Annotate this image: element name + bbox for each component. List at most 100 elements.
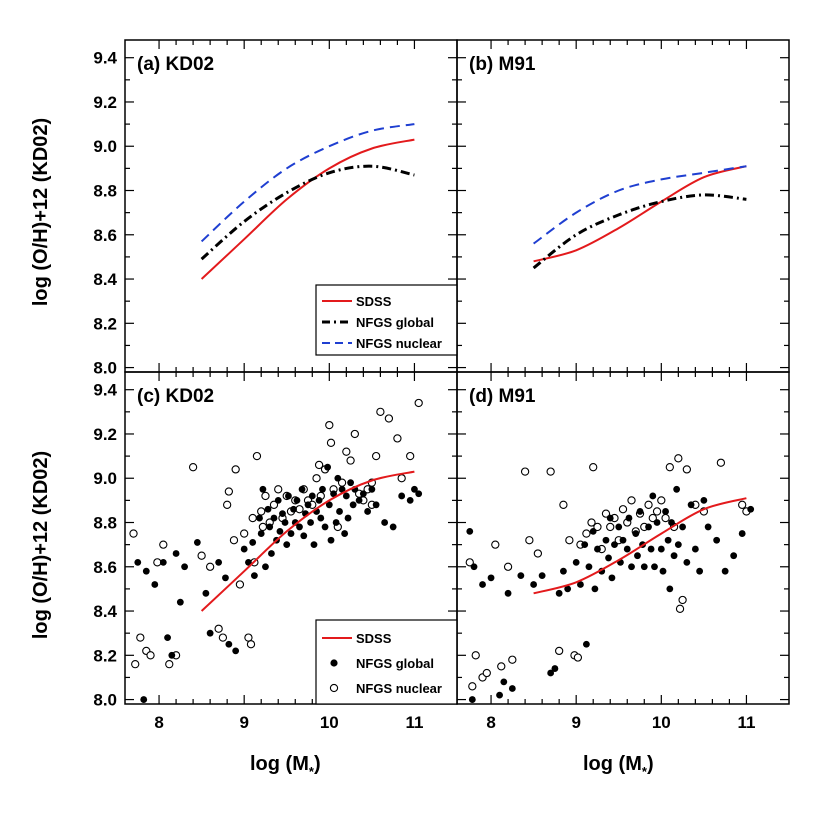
- point-nfgs-nuclear: [393, 434, 402, 443]
- point-nfgs-global: [615, 523, 623, 531]
- point-nfgs-global: [151, 581, 159, 588]
- point-nfgs-global: [517, 572, 525, 580]
- point-nfgs-global: [551, 665, 559, 672]
- point-nfgs-nuclear: [246, 640, 256, 649]
- point-nfgs-global: [657, 545, 665, 553]
- point-nfgs-nuclear: [491, 540, 500, 549]
- legend-label-nfgs-global: NFGS global: [356, 656, 434, 671]
- point-nfgs-nuclear: [520, 467, 530, 476]
- point-nfgs-global: [415, 490, 423, 498]
- y-tick-label: 9.4: [93, 49, 117, 68]
- point-nfgs-global: [315, 496, 323, 504]
- point-nfgs-nuclear: [269, 500, 279, 509]
- point-nfgs-nuclear: [589, 463, 598, 472]
- point-nfgs-nuclear: [197, 551, 206, 560]
- point-nfgs-nuclear: [468, 682, 477, 691]
- point-nfgs-global: [691, 545, 699, 553]
- point-nfgs-global: [504, 589, 512, 597]
- point-nfgs-global: [266, 523, 274, 531]
- series-line-sdss: [533, 497, 747, 595]
- point-nfgs-global: [338, 485, 346, 493]
- y-tick-label: 9.2: [93, 93, 117, 112]
- point-nfgs-global: [700, 496, 708, 504]
- point-nfgs-global: [721, 567, 729, 575]
- point-nfgs-nuclear: [508, 655, 517, 664]
- point-nfgs-global: [487, 574, 495, 582]
- point-nfgs-global: [582, 640, 590, 648]
- point-nfgs-global: [347, 479, 354, 487]
- point-nfgs-global: [325, 501, 333, 509]
- point-nfgs-global: [276, 527, 284, 535]
- point-nfgs-global: [530, 581, 538, 588]
- point-nfgs-nuclear: [587, 518, 596, 527]
- point-nfgs-nuclear: [471, 651, 480, 660]
- point-nfgs-global: [250, 572, 258, 580]
- point-nfgs-global: [308, 492, 316, 500]
- point-nfgs-global: [270, 514, 278, 522]
- panel-c: 8.0 8.2 8.4 8.6 8.8 9.0 9.2 9.4 8 9 10 11 (c) KD02 SD…: [93, 371, 458, 732]
- point-nfgs-nuclear: [665, 463, 674, 472]
- point-nfgs-global: [159, 558, 167, 566]
- point-nfgs-global: [296, 523, 303, 531]
- x-tick-label: 10: [320, 713, 339, 732]
- point-nfgs-global: [193, 539, 201, 546]
- point-nfgs-nuclear: [652, 507, 662, 516]
- point-nfgs-nuclear: [414, 398, 423, 408]
- point-nfgs-nuclear: [601, 509, 611, 518]
- point-nfgs-global: [683, 558, 691, 566]
- y-tick-label: 9.0: [93, 137, 117, 156]
- point-nfgs-nuclear: [240, 529, 249, 538]
- point-nfgs-global: [625, 514, 633, 522]
- point-nfgs-global: [602, 536, 610, 544]
- point-nfgs-global: [202, 589, 210, 597]
- point-nfgs-global: [268, 550, 275, 557]
- point-nfgs-global: [406, 496, 414, 504]
- point-nfgs-global: [321, 523, 329, 531]
- point-nfgs-nuclear: [644, 500, 653, 509]
- y-tick-label: 9.2: [93, 425, 117, 444]
- point-nfgs-global: [279, 510, 286, 518]
- y-tick-label: 8.8: [93, 182, 117, 201]
- point-nfgs-nuclear: [565, 536, 574, 545]
- legend-label-nfgs-nuclear: NFGS nuclear: [356, 336, 442, 351]
- point-nfgs-global: [341, 530, 349, 537]
- point-nfgs-global: [172, 550, 180, 557]
- point-nfgs-nuclear: [131, 660, 140, 669]
- point-nfgs-global: [283, 541, 291, 549]
- point-nfgs-global: [142, 567, 150, 575]
- point-nfgs-global: [611, 541, 618, 549]
- point-nfgs-global: [262, 563, 269, 571]
- point-nfgs-global: [470, 563, 478, 571]
- point-nfgs-global: [287, 530, 295, 537]
- point-nfgs-global: [317, 514, 325, 522]
- point-nfgs-nuclear: [465, 558, 474, 567]
- point-nfgs-global: [349, 501, 357, 509]
- point-nfgs-global: [332, 519, 340, 526]
- point-nfgs-nuclear: [235, 580, 245, 589]
- point-nfgs-global: [411, 485, 418, 493]
- point-nfgs-global: [290, 505, 297, 513]
- plot-area: [200, 123, 415, 280]
- series-line-sdss: [533, 165, 747, 263]
- point-nfgs-global: [649, 492, 657, 500]
- point-nfgs-global: [468, 696, 476, 703]
- point-nfgs-global: [134, 558, 142, 566]
- point-nfgs-global: [330, 490, 337, 498]
- point-nfgs-nuclear: [627, 496, 636, 505]
- y-tick-label: 8.8: [93, 514, 117, 533]
- point-nfgs-global: [585, 563, 593, 571]
- point-nfgs-global: [355, 496, 363, 504]
- legend: SDSS NFGS global NFGS nuclear: [315, 619, 458, 705]
- point-nfgs-nuclear: [257, 507, 266, 516]
- point-nfgs-nuclear: [129, 529, 138, 538]
- point-nfgs-nuclear: [593, 522, 602, 532]
- point-nfgs-global: [659, 567, 667, 575]
- point-nfgs-global: [215, 558, 223, 566]
- point-nfgs-global: [285, 492, 292, 500]
- point-nfgs-global: [589, 527, 597, 535]
- point-nfgs-global: [668, 519, 675, 526]
- y-tick-label: 8.6: [93, 226, 117, 245]
- point-nfgs-nuclear: [525, 536, 534, 545]
- point-nfgs-global: [257, 530, 265, 537]
- point-nfgs-global: [334, 474, 342, 482]
